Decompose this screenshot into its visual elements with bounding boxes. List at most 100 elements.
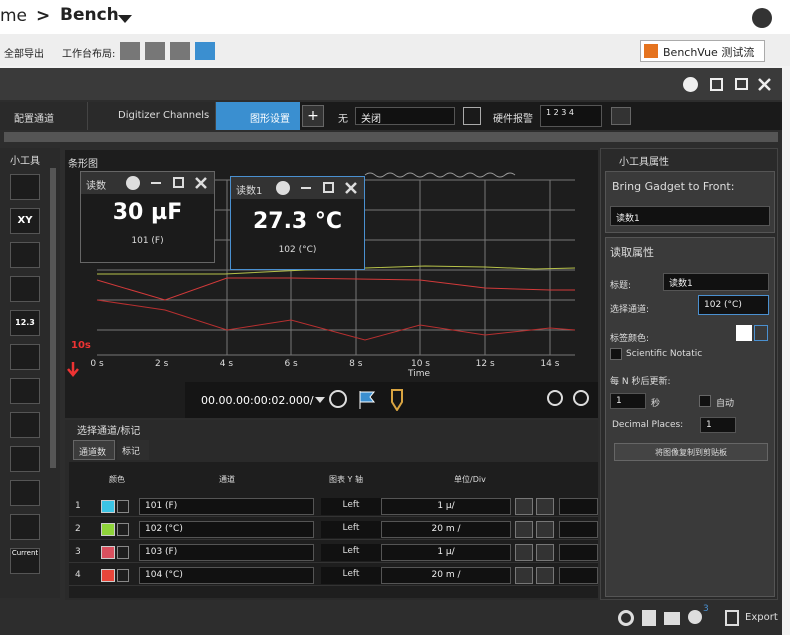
open-icon[interactable] xyxy=(664,612,680,625)
color-dropdown[interactable] xyxy=(117,500,129,513)
gadget-help[interactable] xyxy=(126,176,140,190)
breadcrumb[interactable]: me xyxy=(0,6,28,26)
tab[interactable]: 配置通道 xyxy=(0,102,88,130)
gadget-minimize[interactable] xyxy=(151,182,161,184)
zoom-in[interactable] xyxy=(573,390,589,406)
layout-grid[interactable] xyxy=(120,42,140,60)
restore-icon[interactable] xyxy=(735,78,748,90)
scale-input[interactable]: 1 µ/ xyxy=(381,544,511,561)
color-dropdown[interactable] xyxy=(754,325,768,341)
notification-icon[interactable] xyxy=(688,610,702,624)
wave-button[interactable] xyxy=(515,521,533,538)
layout-single[interactable] xyxy=(195,42,215,60)
scrollbar[interactable] xyxy=(4,132,778,142)
field-label: Decimal Places: xyxy=(612,420,684,430)
popout-icon[interactable] xyxy=(710,78,723,91)
tool-digital[interactable]: 12.3 xyxy=(10,310,40,336)
help-icon[interactable] xyxy=(683,77,698,92)
gadget[interactable]: 读数 30 µF 101 (F) xyxy=(80,171,215,263)
wave-button[interactable] xyxy=(536,498,554,515)
settings-icon[interactable] xyxy=(618,610,634,626)
tab-active[interactable]: 通道数 xyxy=(73,440,115,460)
gadget-selected[interactable]: 读数1 27.3 °C 102 (°C) xyxy=(230,176,365,270)
color-swatch[interactable] xyxy=(101,569,115,582)
marker-icon[interactable] xyxy=(390,389,404,411)
add-tab[interactable]: + xyxy=(302,105,324,127)
gadget-help[interactable] xyxy=(276,181,290,195)
channel-select[interactable]: 102 (°C) xyxy=(139,521,314,538)
scale-input[interactable]: 20 m / xyxy=(381,567,511,584)
channel-row[interactable]: 3 103 (F) Left 1 µ/ xyxy=(69,542,598,563)
tool-level[interactable] xyxy=(10,480,40,506)
tool-alarm[interactable] xyxy=(10,378,40,404)
tool-histogram[interactable] xyxy=(10,242,40,268)
color-dropdown[interactable] xyxy=(117,546,129,559)
clock-icon[interactable] xyxy=(329,390,347,408)
workspace[interactable]: Bench xyxy=(60,5,119,25)
tool-switch[interactable] xyxy=(10,412,40,438)
color-swatch[interactable] xyxy=(101,546,115,559)
channel-row[interactable]: 1 101 (F) Left 1 µ/ xyxy=(69,496,598,517)
channel-select[interactable]: 104 (°C) xyxy=(139,567,314,584)
tool-table[interactable] xyxy=(10,276,40,302)
info-icon[interactable] xyxy=(752,8,772,28)
close-icon[interactable] xyxy=(758,78,771,91)
color-dropdown[interactable] xyxy=(117,523,129,536)
color-swatch[interactable] xyxy=(101,500,115,513)
update-input[interactable]: 1 xyxy=(610,393,646,409)
channel-select[interactable]: 102 (°C) xyxy=(698,295,769,315)
trigger-select[interactable]: 关闭 xyxy=(355,107,455,125)
wave-button[interactable] xyxy=(515,544,533,561)
color-swatch[interactable] xyxy=(101,523,115,536)
scientific-label: Scientific Notatic xyxy=(626,349,703,359)
channel-select[interactable]: 101 (F) xyxy=(139,498,314,515)
gadget-restore[interactable] xyxy=(173,177,184,188)
gadget-restore[interactable] xyxy=(323,182,334,193)
tab-active[interactable]: 图形设置 xyxy=(216,102,300,130)
read-properties: 读取属性 标题: 读数1 选择通道: 102 (°C) 标签颜色: Scient… xyxy=(605,237,775,597)
color-dropdown[interactable] xyxy=(117,569,129,582)
decimal-input[interactable]: 1 xyxy=(700,417,736,433)
flow-button[interactable]: BenchVue 测试流 xyxy=(640,40,765,62)
wave-button[interactable] xyxy=(536,544,554,561)
color-swatch[interactable] xyxy=(736,325,752,341)
export-icon[interactable] xyxy=(725,610,739,626)
layout-columns[interactable] xyxy=(145,42,165,60)
gadget-close[interactable] xyxy=(195,177,207,189)
tool-bar[interactable] xyxy=(10,344,40,370)
wave-button[interactable] xyxy=(515,567,533,584)
channel-row[interactable]: 4 104 (°C) Left 20 m / xyxy=(69,565,598,586)
tab[interactable]: Digitizer Channels xyxy=(88,102,216,130)
wave-button[interactable] xyxy=(515,498,533,515)
export-all[interactable]: 全部导出 xyxy=(4,49,44,60)
channel-panel-title[interactable]: 选择通道/标记 xyxy=(77,426,141,437)
title-input[interactable]: 读数1 xyxy=(663,273,769,291)
gadget-close[interactable] xyxy=(345,182,357,194)
channel-row[interactable]: 2 102 (°C) Left 20 m / xyxy=(69,519,598,540)
checkbox[interactable] xyxy=(699,395,711,407)
time-dropdown[interactable] xyxy=(315,397,325,403)
copy-button[interactable]: 将图像复制到剪贴板 xyxy=(614,443,768,461)
flag-icon[interactable] xyxy=(357,389,377,409)
zoom-area[interactable] xyxy=(547,390,563,406)
save-icon[interactable] xyxy=(642,610,656,626)
tab[interactable]: 标记 xyxy=(117,440,149,460)
wave-button[interactable] xyxy=(536,521,554,538)
checkbox[interactable] xyxy=(610,348,622,360)
bring-front-select[interactable]: 读数1 xyxy=(610,206,770,226)
scale-input[interactable]: 20 m / xyxy=(381,521,511,538)
wave-button[interactable] xyxy=(536,567,554,584)
image-icon[interactable] xyxy=(463,107,481,125)
tool-xy[interactable]: XY xyxy=(10,208,40,234)
scale-input[interactable]: 1 µ/ xyxy=(381,498,511,515)
gadget-minimize[interactable] xyxy=(301,187,311,189)
toolbox-scroll[interactable] xyxy=(50,168,56,468)
layout-rows[interactable] xyxy=(170,42,190,60)
tool-current[interactable]: Current xyxy=(10,548,40,574)
tool-waveform[interactable] xyxy=(10,174,40,200)
channel-select[interactable]: 103 (F) xyxy=(139,544,314,561)
tool-led[interactable] xyxy=(10,446,40,472)
export-label[interactable]: Export xyxy=(745,612,778,623)
tool-slider[interactable] xyxy=(10,514,40,540)
dropdown-arrow[interactable] xyxy=(117,14,133,24)
